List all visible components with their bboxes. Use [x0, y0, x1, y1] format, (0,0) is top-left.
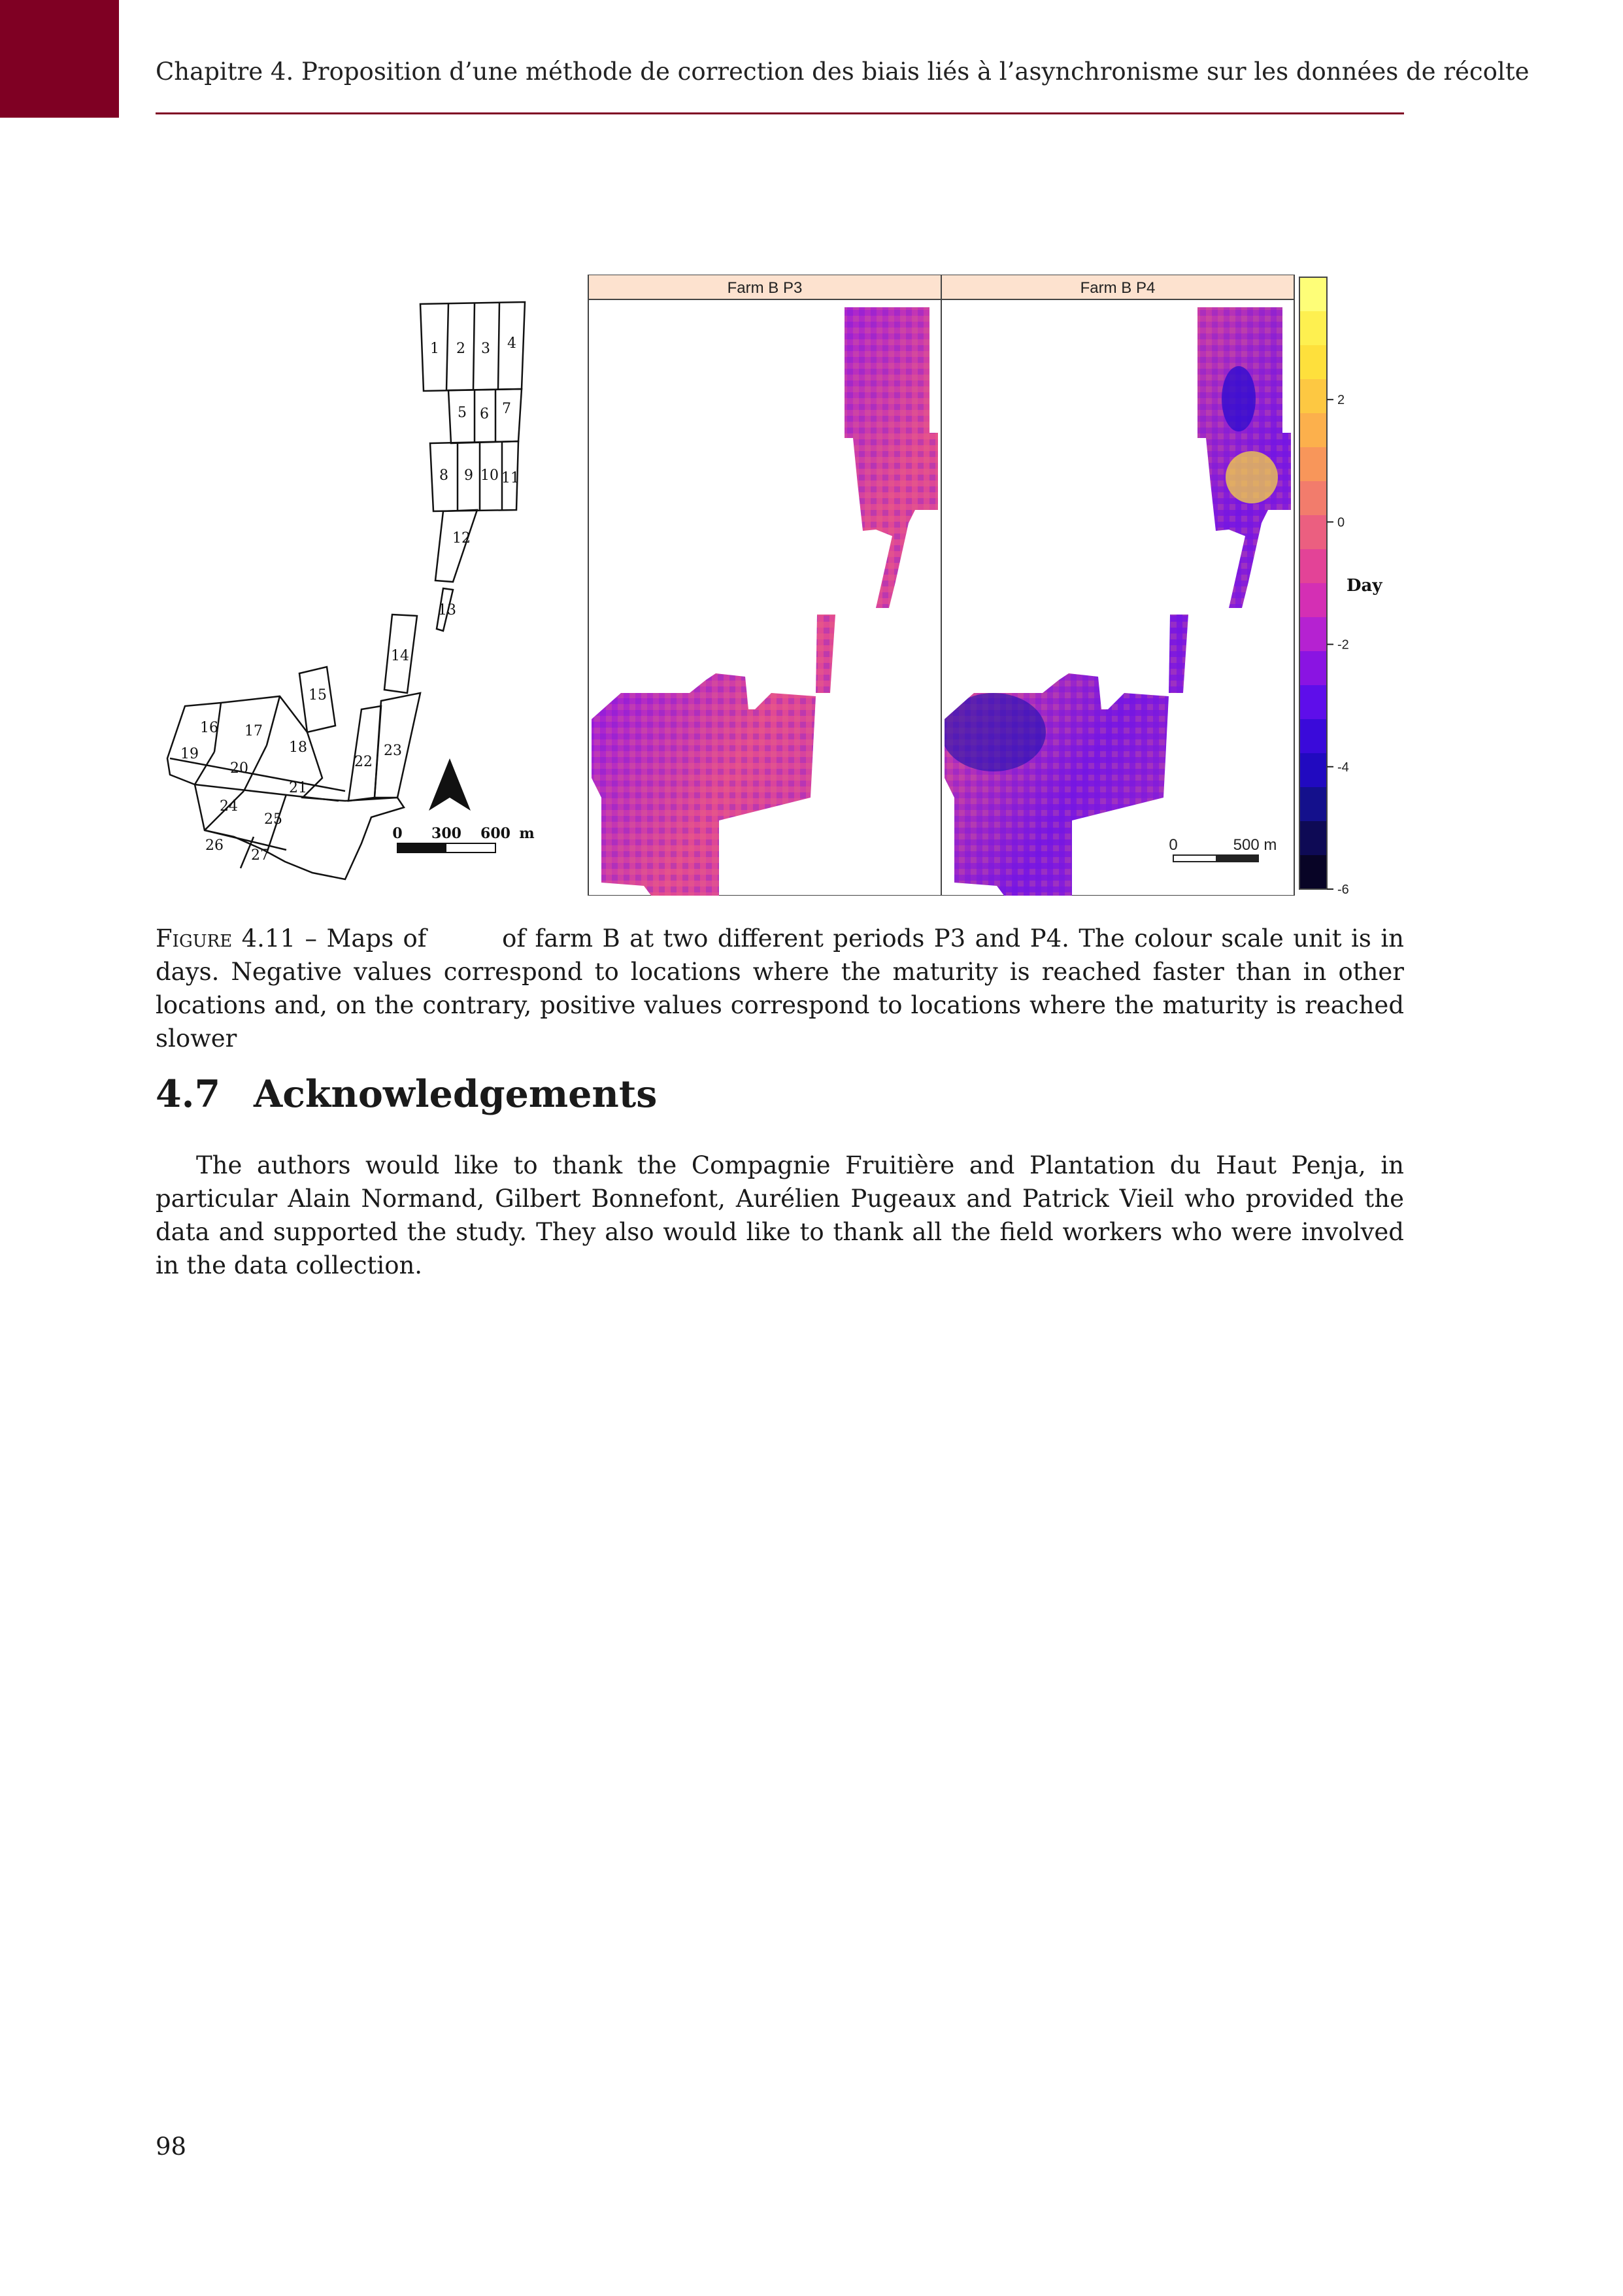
colorbar-tick-label: 0 — [1337, 515, 1345, 530]
plot-label: 1 — [430, 341, 439, 357]
colorbar-cell — [1299, 311, 1327, 346]
colorbar-cell — [1299, 413, 1327, 448]
colorbar-title: Day — [1347, 576, 1382, 596]
colorbar-cell — [1299, 719, 1327, 754]
panel-farm-b-p4: Farm B P4 0 500 m — [941, 275, 1295, 896]
plot-label: 20 — [230, 760, 248, 777]
plot-label: 14 — [391, 648, 409, 664]
north-arrow-icon — [429, 758, 471, 811]
page-number: 98 — [156, 2133, 187, 2161]
section-title-text: Acknowledgements — [254, 1072, 658, 1116]
scalebar-label: 500 m — [1233, 836, 1277, 854]
plot-label: 9 — [464, 467, 473, 484]
plot-label: 8 — [439, 467, 448, 484]
plot-label: 19 — [180, 746, 199, 762]
running-header: Chapitre 4. Proposition d’une méthode de… — [156, 58, 1530, 86]
colorbar-cell — [1299, 651, 1327, 686]
colorbar-tick-label: -2 — [1337, 638, 1349, 652]
colorbar-tick-label: -4 — [1337, 760, 1349, 775]
colorbar-cell — [1299, 515, 1327, 550]
plot-label: 11 — [501, 470, 520, 486]
colorbar-frame — [1299, 277, 1328, 890]
colorbar-cell — [1299, 787, 1327, 822]
scalebar-label: 0 — [392, 825, 402, 842]
figure-caption: Figure 4.11 – Maps of of farm B at two d… — [156, 922, 1404, 1055]
colorbar-cell — [1299, 447, 1327, 482]
plot-label: 27 — [251, 847, 269, 864]
acknowledgements-paragraph: The authors would like to thank the Comp… — [156, 1151, 1404, 1279]
scalebar-label: 300 — [431, 825, 461, 842]
colorbar-cell — [1299, 685, 1327, 720]
plot-label: 15 — [309, 687, 327, 703]
scalebar-label: 600 — [480, 825, 510, 842]
plot-label: 17 — [244, 723, 263, 739]
panel-p4-title: Farm B P4 — [1080, 279, 1156, 297]
caption-label: Figure 4.11 — [156, 924, 296, 953]
plot-label: 5 — [458, 405, 467, 421]
colorbar-cell — [1299, 617, 1327, 652]
plot-label: 13 — [438, 602, 456, 618]
colorbar-cell — [1299, 855, 1327, 890]
colorbar-tick-label: 2 — [1337, 393, 1345, 407]
plot-label: 16 — [200, 720, 218, 736]
plot-label: 4 — [507, 335, 516, 352]
plot-label: 18 — [289, 739, 307, 756]
colorbar-cell — [1299, 481, 1327, 516]
colorbar-cell — [1299, 345, 1327, 380]
caption-text: – Maps of of farm B at two different per… — [156, 924, 1412, 1053]
section-number: 4.7 — [156, 1072, 221, 1116]
plot-label: 25 — [264, 811, 282, 828]
plot-label: 7 — [502, 401, 511, 417]
scalebar-label: 0 — [1169, 836, 1177, 854]
plot-label: 3 — [481, 341, 490, 357]
colorbar-cell — [1299, 277, 1327, 312]
panel-farm-b-p3: Farm B P3 — [588, 275, 942, 896]
plot-label: 26 — [205, 837, 224, 854]
plot-label: 2 — [456, 341, 465, 357]
plot-label: 6 — [480, 406, 489, 422]
plot-label: 12 — [452, 530, 471, 547]
colorbar-cell — [1299, 753, 1327, 788]
colorbar-tick-label: -6 — [1337, 883, 1349, 896]
colorbar: 2 0 -2 -4 -6 Day — [1299, 277, 1382, 896]
plot-label: 22 — [354, 754, 373, 770]
plot-label: 10 — [480, 467, 499, 484]
figure-4-11: 1 2 3 4 5 6 7 8 9 10 11 12 13 14 15 16 17 18 19 20 21 22 23 24 2… — [156, 275, 1404, 896]
colorbar-cell — [1299, 821, 1327, 856]
plot-label: 23 — [384, 743, 402, 759]
colorbar-cell — [1299, 583, 1327, 618]
scalebar-unit: m — [519, 825, 534, 842]
colorbar-cell — [1299, 549, 1327, 584]
header-rule — [156, 112, 1404, 114]
colorbar-cell — [1299, 379, 1327, 414]
panel-p3-title: Farm B P3 — [728, 279, 803, 297]
section-heading: 4.7 Acknowledgements — [156, 1072, 657, 1116]
plot-label: 21 — [289, 780, 307, 796]
plot-label: 24 — [220, 798, 238, 815]
chapter-corner-tab — [0, 0, 119, 118]
